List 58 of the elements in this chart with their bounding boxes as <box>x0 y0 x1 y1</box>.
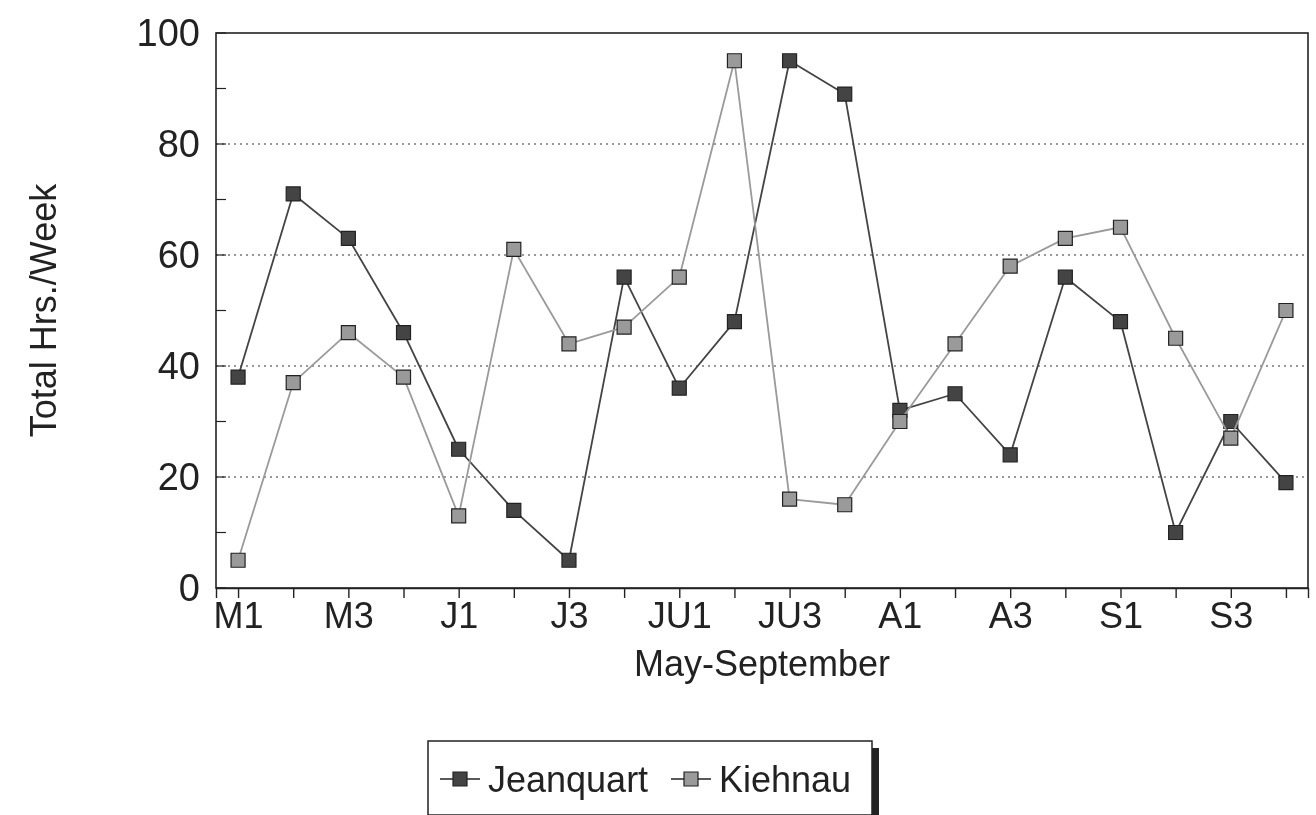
point <box>616 319 632 335</box>
point <box>506 502 522 518</box>
x-axis-title: May-September <box>633 643 891 684</box>
point <box>340 325 356 341</box>
point <box>561 336 577 352</box>
point <box>1002 258 1018 274</box>
point <box>726 53 743 69</box>
point <box>1002 447 1018 463</box>
point <box>230 369 246 385</box>
y-tick-label: 40 <box>157 345 200 388</box>
point <box>1057 230 1073 246</box>
point <box>671 380 687 396</box>
point <box>1223 430 1239 446</box>
point <box>1057 269 1073 285</box>
point <box>1278 302 1294 319</box>
point <box>837 86 853 102</box>
point <box>1278 474 1294 491</box>
point <box>781 53 798 69</box>
point <box>947 336 963 352</box>
x-tick-label: M3 <box>323 594 374 636</box>
point <box>395 369 412 385</box>
point <box>561 552 577 568</box>
point <box>892 413 908 430</box>
legend-label: Jeanquart <box>488 758 649 800</box>
point <box>395 325 412 341</box>
point <box>726 314 743 330</box>
y-tick-label: 0 <box>178 567 200 610</box>
x-tick-label: JU1 <box>647 594 712 636</box>
point <box>285 186 301 202</box>
point <box>671 269 687 285</box>
point <box>1112 314 1129 330</box>
point <box>1168 330 1184 346</box>
y-tick-label: 20 <box>157 456 200 499</box>
point <box>1168 524 1184 541</box>
legend-label: Kiehnau <box>719 758 852 800</box>
y-axis-title: Total Hrs./Week <box>23 182 64 438</box>
point <box>947 386 963 402</box>
x-tick-label: A3 <box>988 594 1033 636</box>
x-tick-label: M1 <box>213 594 264 636</box>
point <box>285 375 301 391</box>
x-tick-label: S3 <box>1209 594 1254 636</box>
point <box>837 497 853 513</box>
point <box>451 441 467 457</box>
point <box>451 508 467 524</box>
y-tick-label: 60 <box>157 234 200 277</box>
x-tick-label: A1 <box>878 594 923 636</box>
point <box>340 230 356 246</box>
point <box>616 269 632 285</box>
x-tick-label: JU3 <box>758 594 823 636</box>
point <box>230 552 246 568</box>
y-tick-label: 100 <box>136 12 200 55</box>
point <box>506 241 522 258</box>
x-tick-label: J1 <box>440 594 479 636</box>
point <box>1112 219 1129 235</box>
x-tick-label: S1 <box>1098 594 1144 636</box>
y-tick-label: 80 <box>157 123 200 166</box>
x-tick-label: J3 <box>550 594 589 636</box>
point <box>781 491 798 507</box>
